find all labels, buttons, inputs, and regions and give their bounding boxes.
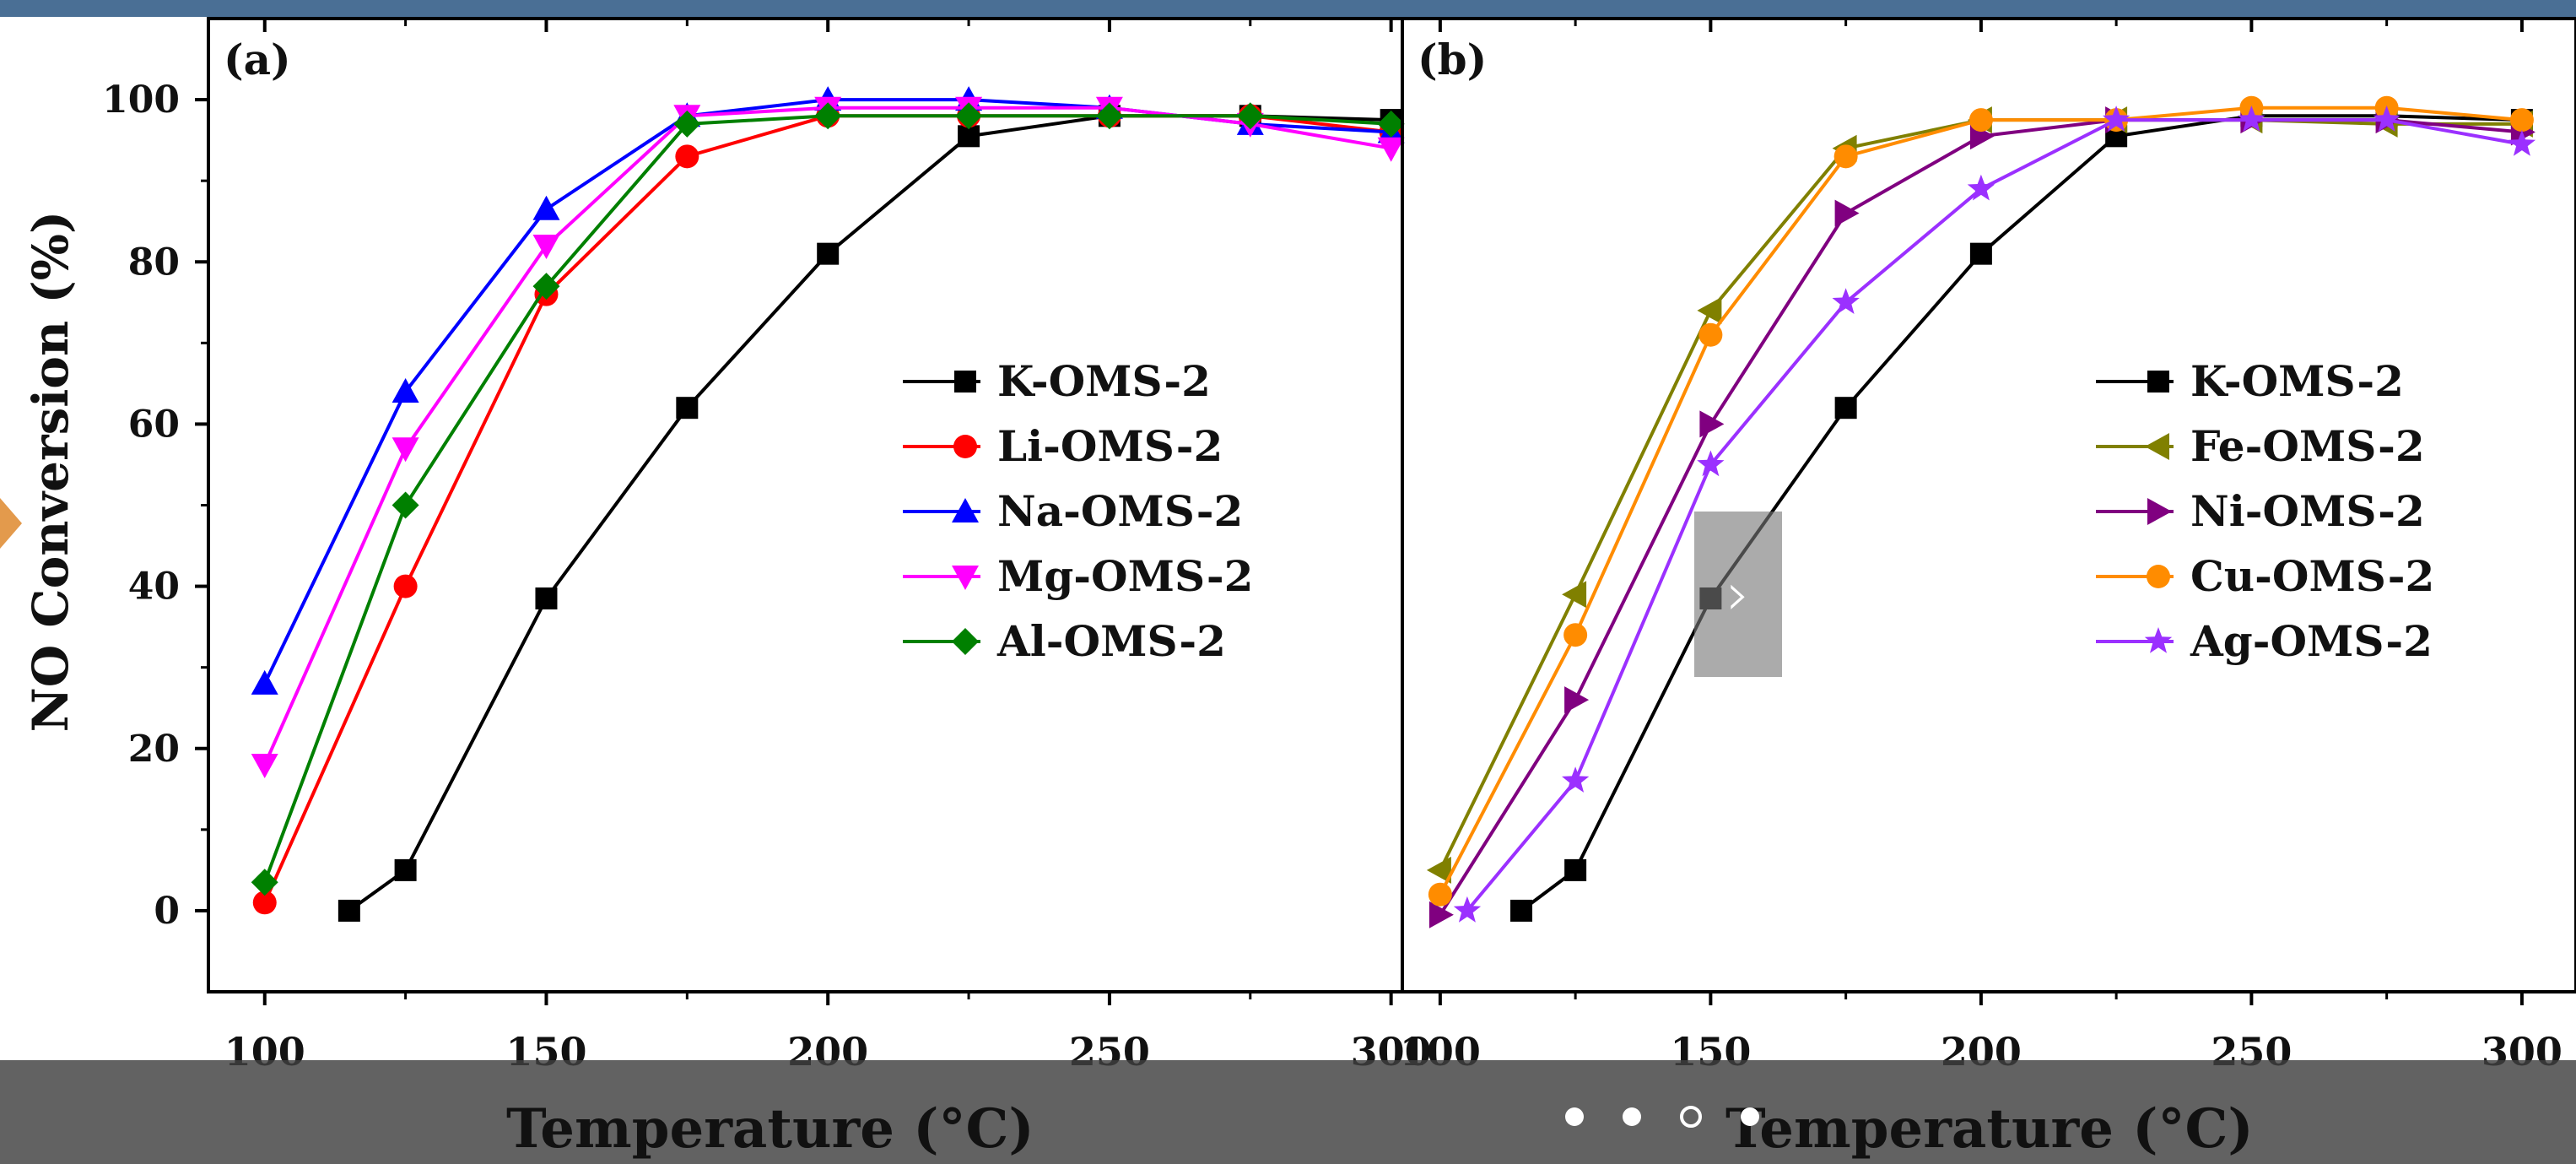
data-point (1834, 199, 1860, 227)
data-point (1562, 581, 1587, 609)
data-point (2373, 106, 2400, 132)
data-point (2508, 129, 2536, 156)
data-point (532, 273, 560, 300)
data-point (1453, 896, 1482, 923)
legend-marker (954, 371, 976, 393)
slide-dot-4[interactable] (1741, 1107, 1759, 1126)
data-point (1095, 102, 1123, 130)
legend-marker (953, 435, 977, 458)
next-slide-button[interactable]: › (1694, 512, 1782, 677)
data-point (955, 102, 983, 130)
panel-label: (a) (224, 35, 291, 84)
slide-dot-1[interactable] (1565, 1107, 1584, 1126)
data-point (1833, 144, 1858, 169)
data-point (535, 587, 558, 609)
y-tick-label: 80 (128, 241, 180, 284)
data-point (393, 574, 418, 598)
data-point (1428, 882, 1452, 907)
x-axis-label-panel-b: Temperature (°C) (1725, 1097, 2254, 1161)
data-point (392, 378, 419, 403)
legend-label: Fe-OMS-2 (2190, 421, 2425, 471)
plot-frame (1401, 17, 2576, 993)
data-point (2238, 106, 2265, 132)
data-point (1563, 623, 1588, 647)
legend-label: K-OMS-2 (2190, 356, 2404, 406)
data-point (1832, 288, 1860, 314)
legend-marker (2147, 371, 2169, 393)
legend-label: Li-OMS-2 (997, 421, 1223, 471)
data-point (814, 102, 842, 130)
data-point (392, 491, 419, 519)
data-point (2509, 108, 2534, 133)
data-point (1236, 102, 1264, 130)
previous-slide-arrow-icon[interactable] (0, 498, 22, 549)
data-point (532, 195, 560, 220)
chevron-right-icon: › (1726, 560, 1750, 629)
data-point (1377, 110, 1405, 138)
y-axis-label: NO Conversion (%) (22, 211, 79, 733)
data-point (1968, 108, 1993, 133)
slide-dot-2[interactable] (1623, 1107, 1641, 1126)
y-tick-label: 20 (128, 728, 180, 771)
data-point (676, 397, 699, 420)
slide-dot-3-active[interactable] (1680, 1106, 1702, 1128)
data-point (1697, 450, 1725, 477)
data-point (251, 669, 278, 695)
data-point (1834, 397, 1857, 420)
x-axis-label-panel-a: Temperature (°C) (506, 1097, 1034, 1161)
data-point (817, 242, 840, 265)
series-ag-oms-2 (1453, 106, 2536, 923)
viewer-bottom-bar (0, 1060, 2576, 1164)
legend-marker (2147, 498, 2172, 525)
legend-label: Ni-OMS-2 (2190, 486, 2425, 536)
legend-marker (952, 628, 979, 655)
data-point (251, 869, 278, 896)
legend-label: Al-OMS-2 (996, 616, 1226, 666)
data-point (1967, 174, 1995, 201)
data-point (392, 437, 419, 463)
data-point (252, 891, 277, 915)
data-point (1564, 686, 1590, 714)
panel-label: (b) (1418, 35, 1487, 84)
data-point (2103, 106, 2130, 132)
y-tick-label: 0 (154, 890, 180, 933)
series-al-oms-2 (251, 102, 1405, 896)
legend-label: K-OMS-2 (997, 356, 1211, 406)
data-point (338, 899, 360, 922)
chart-panel-b: 100 150 200 250 300(b)K-OMS-2Fe-OMS-2Ni-OMS-… (1400, 17, 2576, 1075)
data-point (1699, 410, 1725, 438)
legend-marker (952, 498, 979, 522)
y-tick-label: 100 (102, 79, 180, 122)
data-point (251, 754, 278, 778)
legend-marker (2147, 565, 2170, 588)
legend-marker (2145, 433, 2169, 460)
data-point (532, 235, 560, 259)
data-point (1562, 766, 1590, 793)
data-point (1428, 901, 1454, 928)
legend-marker (952, 566, 979, 590)
legend-marker (2144, 627, 2173, 653)
viewer-top-bar (0, 0, 2576, 17)
data-point (394, 858, 417, 881)
data-point (1377, 137, 1405, 162)
data-point (1564, 858, 1587, 881)
series-mg-oms-2 (251, 96, 1405, 778)
y-tick-label: 60 (128, 403, 180, 446)
legend-label: Ag-OMS-2 (2190, 616, 2433, 666)
data-point (1697, 296, 1722, 324)
data-point (673, 110, 701, 138)
data-point (1969, 242, 1992, 265)
series-na-oms-2 (251, 86, 1405, 695)
slide-indicator (1565, 1104, 1759, 1129)
data-point (1426, 856, 1451, 884)
data-point (675, 144, 699, 169)
legend-label: Mg-OMS-2 (997, 551, 1253, 601)
data-point (1510, 899, 1533, 922)
y-tick-label: 40 (128, 566, 180, 609)
legend-label: Cu-OMS-2 (2190, 551, 2434, 601)
data-point (1698, 322, 1723, 347)
legend-label: Na-OMS-2 (997, 486, 1243, 536)
